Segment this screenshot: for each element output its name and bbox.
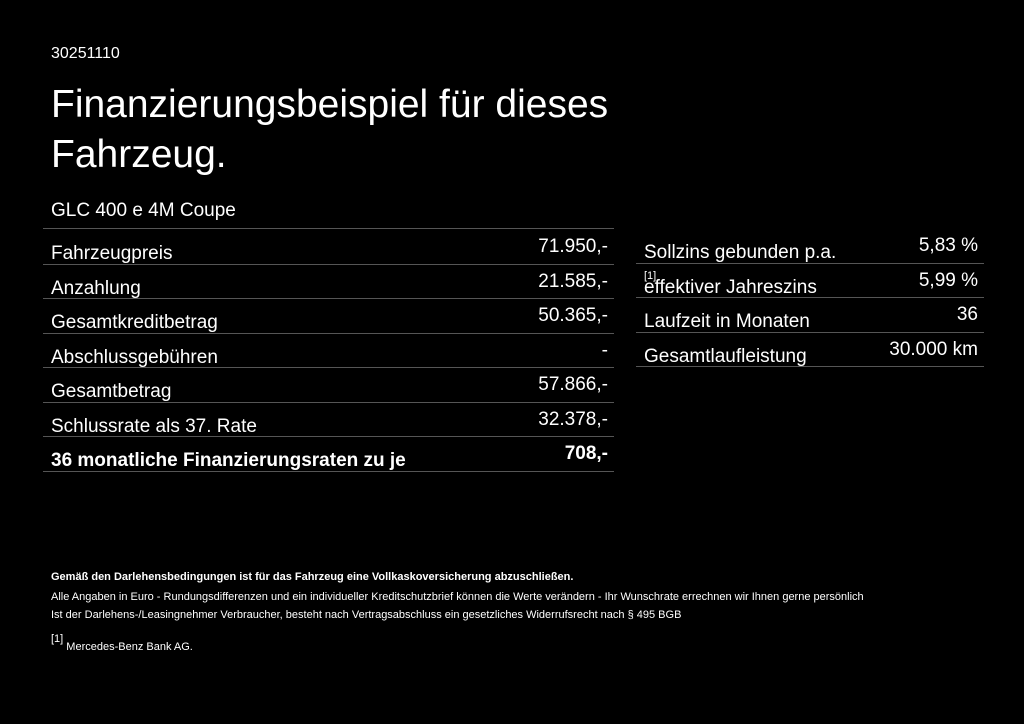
row-value: 32.378,- xyxy=(538,408,608,430)
label-text: Anzahlung xyxy=(51,277,141,299)
row-value: 21.585,- xyxy=(538,270,608,292)
table-row: 36 monatliche Finanzierungsraten zu je 70… xyxy=(43,436,614,472)
row-value: 5,83 % xyxy=(918,235,978,256)
table-row: Fahrzeugpreis 71.950,- xyxy=(43,229,614,265)
title: Fahrzeug. xyxy=(51,133,227,176)
title: Finanzierungsbeispiel für dieses xyxy=(51,83,609,126)
table-row: Sollzins gebunden p.a. 5,83 % xyxy=(636,228,984,264)
footer-line: Alle Angaben in Euro - Rundungsdifferenz… xyxy=(51,591,864,603)
model: GLC 400 e 4M Coupe xyxy=(51,200,236,221)
table-row: Gesamtbetrag 57.866,- xyxy=(43,367,614,403)
footnote-mark: [1] xyxy=(51,633,64,645)
table-row: Anzahlung 21.585,- xyxy=(43,264,614,299)
row-value: - xyxy=(601,339,608,361)
footer-line: Ist der Darlehens-/Leasingnehmer Verbrau… xyxy=(51,609,682,621)
table-row: Gesamtkreditbetrag 50.365,- xyxy=(43,298,614,334)
table-row: effektiver Jahreszins [1] 5,99 % xyxy=(636,263,984,298)
row-value: 57.866,- xyxy=(538,374,608,395)
label-text: 36 monatliche Finanzierungsraten zu je xyxy=(51,450,406,471)
table-row: Gesamtlaufleistung 30.000 km xyxy=(636,332,984,367)
left-table: Fahrzeugpreis 71.950,- Anzahlung 21.585,- Ge… xyxy=(43,228,614,472)
code: 30251110 xyxy=(51,45,120,62)
row-label: effektiver Jahreszins [1] xyxy=(644,269,817,298)
row-value: 5,99 % xyxy=(918,269,978,291)
label-text: effektiver Jahreszins xyxy=(644,276,817,298)
footnote-ref: [1] xyxy=(644,269,657,282)
table-row: Abschlussgebühren - xyxy=(43,333,614,368)
label-text: Abschlussgebühren xyxy=(51,346,218,368)
footnote: [1] Mercedes-Benz Bank AG. xyxy=(51,633,193,653)
label-text: Gesamtkreditbetrag xyxy=(51,312,218,333)
row-value: 71.950,- xyxy=(538,236,608,257)
row-value: 30.000 km xyxy=(889,338,978,360)
row-value: 708,- xyxy=(564,443,608,464)
label-text: Schlussrate als 37. Rate xyxy=(51,415,257,437)
table-row: Laufzeit in Monaten 36 xyxy=(636,297,984,333)
table-row: Schlussrate als 37. Rate 32.378,- xyxy=(43,402,614,437)
label-text: Sollzins gebunden p.a. xyxy=(644,242,837,263)
label-text: Fahrzeugpreis xyxy=(51,243,173,264)
label-text: Gesamtlaufleistung xyxy=(644,345,807,367)
notice: Gemäß den Darlehensbedingungen ist für d… xyxy=(51,571,574,583)
row-value: 50.365,- xyxy=(538,305,608,326)
label-text: Gesamtbetrag xyxy=(51,381,172,402)
footnote-text: Mercedes-Benz Bank AG. xyxy=(66,641,193,653)
label-text: Laufzeit in Monaten xyxy=(644,311,810,332)
row-value: 36 xyxy=(956,304,978,325)
